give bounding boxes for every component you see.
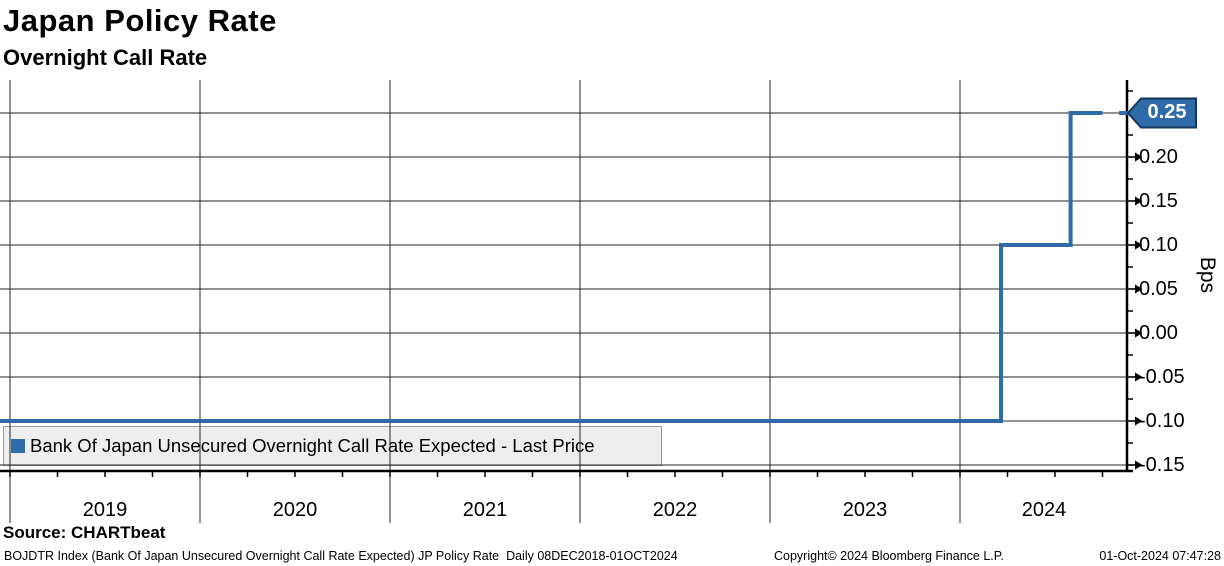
series-line bbox=[0, 110, 1103, 423]
source-line: Source: CHARTbeat bbox=[3, 523, 166, 542]
legend-series-label: Bank Of Japan Unsecured Overnight Call R… bbox=[30, 435, 595, 456]
footer-copyright: Copyright© 2024 Bloomberg Finance L.P. bbox=[774, 549, 1004, 563]
footer-timestamp: 01-Oct-2024 07:47:28 bbox=[1099, 549, 1221, 563]
chart-subtitle: Overnight Call Rate bbox=[3, 45, 208, 70]
axes bbox=[0, 80, 1133, 473]
last-price-flag bbox=[1119, 97, 1197, 129]
y-major-tick-arrows bbox=[1127, 108, 1143, 470]
legend: Bank Of Japan Unsecured Overnight Call R… bbox=[3, 426, 662, 466]
page-title: Japan Policy Rate bbox=[3, 3, 277, 38]
last-price-badge: 0.25 bbox=[1147, 101, 1187, 123]
year-gridlines bbox=[9, 80, 961, 523]
value-gridlines bbox=[0, 112, 1127, 466]
footer-description: BOJDTR Index (Bank Of Japan Unsecured Ov… bbox=[4, 549, 678, 563]
legend-series-swatch bbox=[11, 439, 25, 453]
